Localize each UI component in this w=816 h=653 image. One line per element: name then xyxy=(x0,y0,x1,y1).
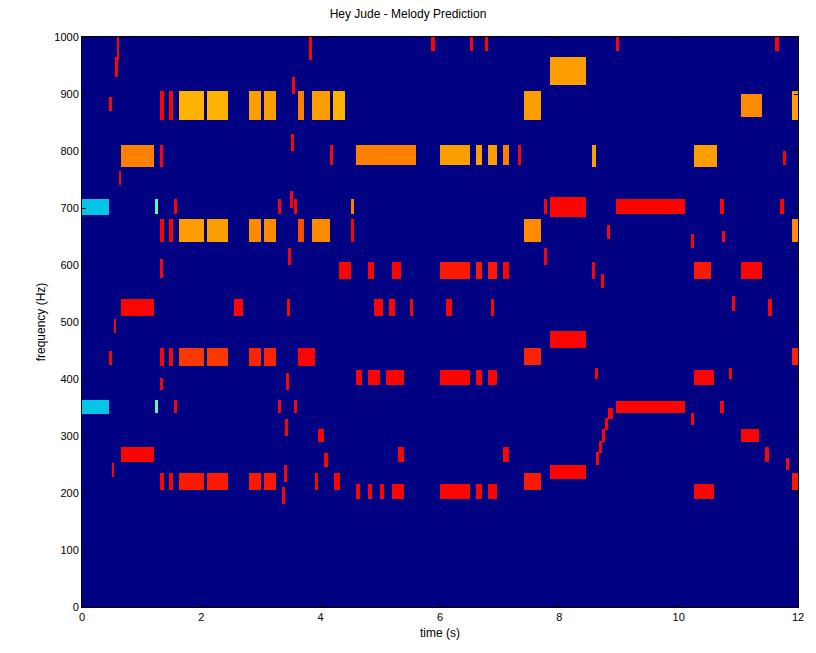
svg-text:300: 300 xyxy=(60,430,78,442)
svg-text:400: 400 xyxy=(60,373,78,385)
svg-text:frequency (Hz): frequency (Hz) xyxy=(34,283,48,362)
svg-text:500: 500 xyxy=(60,316,78,328)
svg-text:800: 800 xyxy=(60,145,78,157)
svg-text:Hey Jude - Melody Prediction: Hey Jude - Melody Prediction xyxy=(330,7,487,21)
svg-text:200: 200 xyxy=(60,487,78,499)
svg-text:4: 4 xyxy=(318,611,324,623)
svg-text:time (s): time (s) xyxy=(420,626,460,640)
svg-text:8: 8 xyxy=(556,611,562,623)
svg-text:600: 600 xyxy=(60,259,78,271)
svg-text:100: 100 xyxy=(60,544,78,556)
svg-text:12: 12 xyxy=(792,611,804,623)
svg-text:1000: 1000 xyxy=(54,31,78,43)
svg-text:0: 0 xyxy=(79,611,85,623)
svg-text:900: 900 xyxy=(60,88,78,100)
svg-text:2: 2 xyxy=(198,611,204,623)
svg-text:6: 6 xyxy=(437,611,443,623)
svg-text:0: 0 xyxy=(73,601,79,613)
svg-text:700: 700 xyxy=(60,202,78,214)
svg-text:10: 10 xyxy=(673,611,685,623)
